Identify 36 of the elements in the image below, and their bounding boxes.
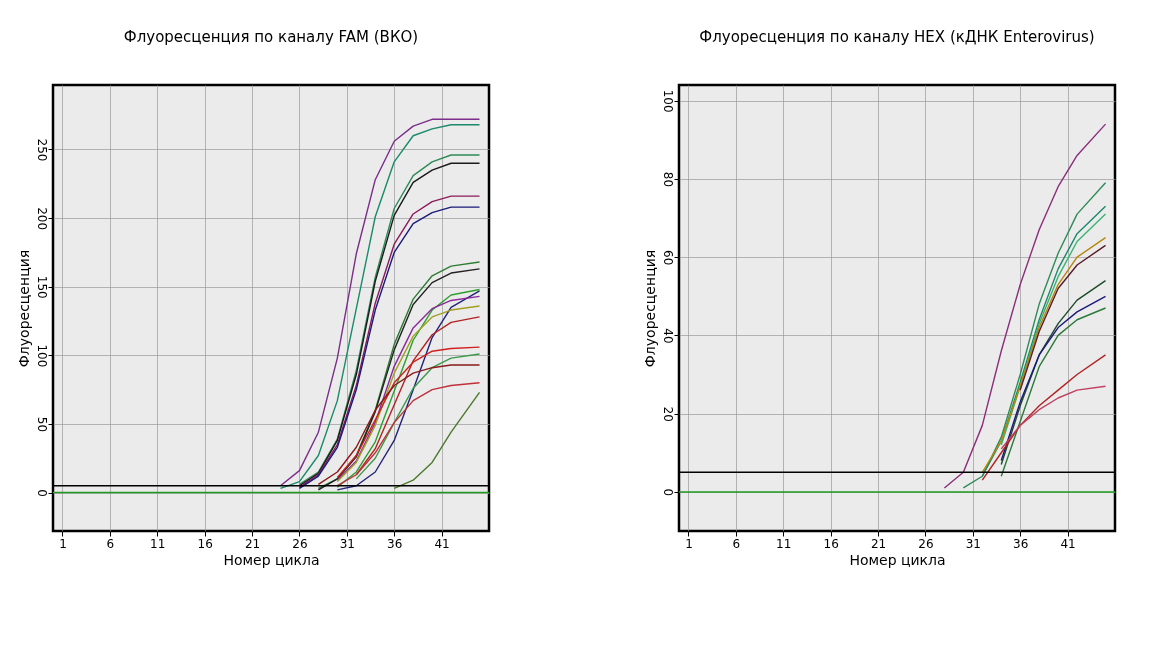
x-tick-label: 36 bbox=[1013, 536, 1029, 551]
x-tick-label: 6 bbox=[106, 536, 115, 551]
x-axis-title: Номер цикла bbox=[223, 551, 320, 568]
x-axis-title: Номер цикла bbox=[849, 551, 946, 568]
x-tick-label: 26 bbox=[292, 536, 308, 551]
y-axis-title: Флуоресценция bbox=[641, 249, 658, 368]
x-tick-label: 1 bbox=[685, 536, 693, 551]
y-tick-label: 200 bbox=[34, 207, 49, 231]
y-tick-label: 60 bbox=[660, 250, 675, 266]
chart-title: Флуоресценция по каналу HEX (кДНК Enterovirus) bbox=[699, 28, 1095, 46]
y-tick-label: 0 bbox=[660, 488, 675, 497]
y-tick-label: 250 bbox=[34, 138, 49, 162]
y-tick-label: 40 bbox=[660, 328, 675, 344]
x-tick-label: 6 bbox=[732, 536, 741, 551]
x-tick-label: 31 bbox=[339, 536, 355, 551]
y-tick-label: 50 bbox=[34, 416, 49, 433]
x-tick-label: 11 bbox=[776, 536, 792, 551]
x-tick-label: 11 bbox=[150, 536, 166, 551]
chart-title: Флуоресценция по каналу FAM (ВКО) bbox=[123, 28, 419, 46]
y-tick-label: 150 bbox=[34, 275, 49, 299]
x-tick-label: 1 bbox=[59, 536, 67, 551]
y-tick-label: 20 bbox=[660, 406, 675, 422]
y-tick-label: 100 bbox=[660, 89, 675, 113]
y-tick-label: 80 bbox=[660, 171, 675, 188]
x-tick-label: 16 bbox=[197, 536, 213, 551]
x-tick-label: 41 bbox=[434, 536, 450, 551]
x-tick-label: 26 bbox=[918, 536, 934, 551]
x-tick-label: 21 bbox=[244, 536, 261, 551]
x-tick-label: 16 bbox=[823, 536, 839, 551]
y-axis-title: Флуоресценция bbox=[15, 249, 32, 368]
y-tick-label: 100 bbox=[34, 344, 49, 368]
x-tick-label: 21 bbox=[870, 536, 887, 551]
x-tick-label: 36 bbox=[387, 536, 403, 551]
x-tick-label: 31 bbox=[965, 536, 981, 551]
x-tick-label: 41 bbox=[1060, 536, 1076, 551]
y-tick-label: 0 bbox=[34, 489, 49, 497]
